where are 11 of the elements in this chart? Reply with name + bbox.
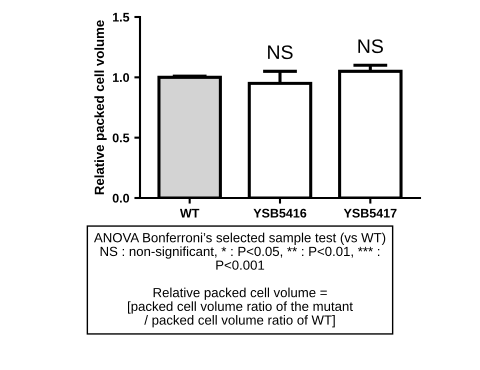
- y-tick-label: 0.0: [112, 194, 130, 203]
- annotation: NS: [358, 39, 383, 54]
- x-tick-label: YSB5416: [253, 208, 306, 218]
- y-tick-label: 1.0: [112, 73, 130, 82]
- annotation: NS: [268, 45, 293, 60]
- text: ANOVA Bonferroni’s selected sample test (vs WT) NS : non-significant, * : P<0.05, ** : P<0.01, *** : P<0.001 Relative packed cell volume = [packed cell volume ratio of the mutant / packed cell volume ratio of WT]: [94, 232, 386, 328]
- y-tick-label: 1.5: [112, 12, 130, 22]
- x-tick-label: YSB5417: [344, 208, 397, 218]
- x-tick-label: WT: [180, 208, 200, 218]
- y-axis-title: Relative packed cell volume: [94, 20, 107, 194]
- y-tick-label: 0.5: [112, 133, 130, 142]
